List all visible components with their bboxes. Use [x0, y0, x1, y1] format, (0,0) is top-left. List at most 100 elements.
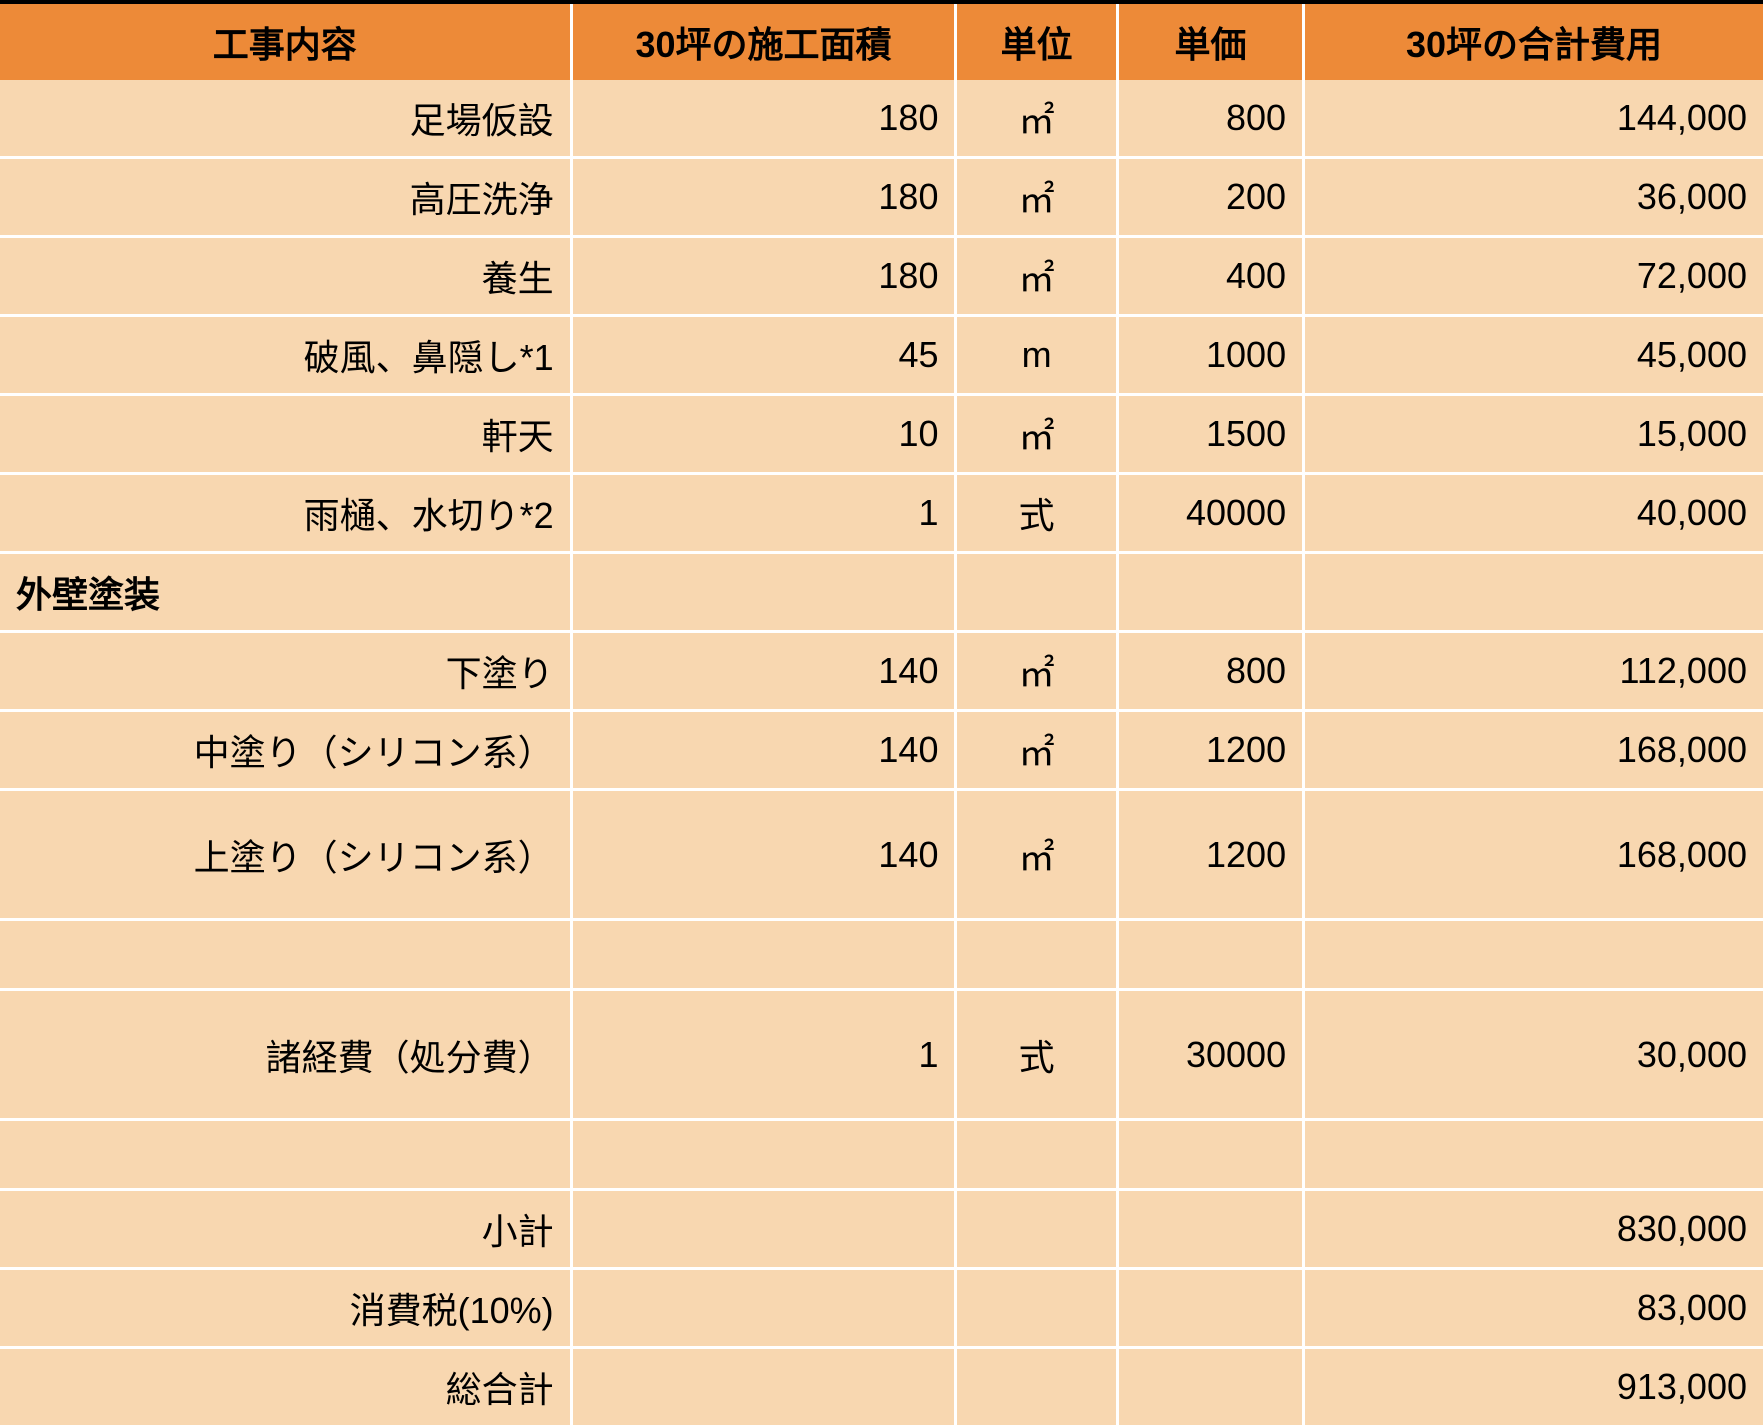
tax-value: 83,000	[1304, 1269, 1763, 1348]
cell-area: 1	[571, 990, 956, 1120]
cell-unit: ㎡	[956, 711, 1117, 790]
table-row: 諸経費（処分費） 1 式 30000 30,000	[0, 990, 1763, 1120]
cell-total: 15,000	[1304, 395, 1763, 474]
cell-price: 40000	[1117, 474, 1303, 553]
header-name: 工事内容	[0, 4, 571, 80]
table-row: 上塗り（シリコン系） 140 ㎡ 1200 168,000	[0, 790, 1763, 920]
cell-empty	[1304, 920, 1763, 990]
cell-unit: ㎡	[956, 237, 1117, 316]
cell-empty	[1304, 553, 1763, 632]
grand-label: 総合計	[0, 1348, 571, 1425]
cell-price: 1200	[1117, 711, 1303, 790]
cell-name: 雨樋、水切り*2	[0, 474, 571, 553]
grand-value: 913,000	[1304, 1348, 1763, 1425]
cell-name: 高圧洗浄	[0, 158, 571, 237]
cell-total: 45,000	[1304, 316, 1763, 395]
table-row: 破風、鼻隠し*1 45 m 1000 45,000	[0, 316, 1763, 395]
tax-label: 消費税(10%)	[0, 1269, 571, 1348]
table-row: 中塗り（シリコン系） 140 ㎡ 1200 168,000	[0, 711, 1763, 790]
cell-empty	[571, 553, 956, 632]
cell-total: 112,000	[1304, 632, 1763, 711]
cell-total: 168,000	[1304, 790, 1763, 920]
cell-empty	[1117, 1190, 1303, 1269]
cell-empty	[571, 1348, 956, 1425]
cell-empty	[956, 920, 1117, 990]
cell-empty	[0, 920, 571, 990]
cell-unit: m	[956, 316, 1117, 395]
header-unit: 単位	[956, 4, 1117, 80]
cell-price: 1500	[1117, 395, 1303, 474]
cell-total: 36,000	[1304, 158, 1763, 237]
cell-total: 168,000	[1304, 711, 1763, 790]
cell-unit: 式	[956, 474, 1117, 553]
section-label: 外壁塗装	[0, 553, 571, 632]
cell-name: 養生	[0, 237, 571, 316]
table-row: 養生 180 ㎡ 400 72,000	[0, 237, 1763, 316]
cell-total: 144,000	[1304, 80, 1763, 158]
cell-empty	[0, 1120, 571, 1190]
table-row: 雨樋、水切り*2 1 式 40000 40,000	[0, 474, 1763, 553]
header-area: 30坪の施工面積	[571, 4, 956, 80]
section-row: 外壁塗装	[0, 553, 1763, 632]
cell-price: 200	[1117, 158, 1303, 237]
cell-price: 1000	[1117, 316, 1303, 395]
cell-total: 72,000	[1304, 237, 1763, 316]
cell-empty	[1304, 1120, 1763, 1190]
cell-empty	[571, 1269, 956, 1348]
cell-area: 140	[571, 790, 956, 920]
cell-empty	[956, 1190, 1117, 1269]
cell-empty	[956, 1120, 1117, 1190]
tax-row: 消費税(10%) 83,000	[0, 1269, 1763, 1348]
cell-empty	[571, 920, 956, 990]
cell-unit: ㎡	[956, 395, 1117, 474]
cell-empty	[1117, 1269, 1303, 1348]
cell-unit: ㎡	[956, 158, 1117, 237]
cell-area: 140	[571, 711, 956, 790]
cell-empty	[1117, 1348, 1303, 1425]
cell-area: 180	[571, 158, 956, 237]
cost-table-container: 工事内容 30坪の施工面積 単位 単価 30坪の合計費用 足場仮設 180 ㎡ …	[0, 0, 1763, 1425]
cell-price: 800	[1117, 80, 1303, 158]
cell-name: 上塗り（シリコン系）	[0, 790, 571, 920]
table-row: 下塗り 140 ㎡ 800 112,000	[0, 632, 1763, 711]
blank-row	[0, 920, 1763, 990]
cell-area: 180	[571, 237, 956, 316]
cell-name: 下塗り	[0, 632, 571, 711]
cell-area: 10	[571, 395, 956, 474]
subtotal-row: 小計 830,000	[0, 1190, 1763, 1269]
cell-empty	[956, 1269, 1117, 1348]
cell-total: 40,000	[1304, 474, 1763, 553]
cell-area: 1	[571, 474, 956, 553]
table-row: 足場仮設 180 ㎡ 800 144,000	[0, 80, 1763, 158]
cell-total: 30,000	[1304, 990, 1763, 1120]
cell-unit: ㎡	[956, 632, 1117, 711]
header-price: 単価	[1117, 4, 1303, 80]
cell-area: 45	[571, 316, 956, 395]
cell-empty	[1117, 553, 1303, 632]
cell-empty	[571, 1120, 956, 1190]
cell-price: 800	[1117, 632, 1303, 711]
cell-name: 破風、鼻隠し*1	[0, 316, 571, 395]
cell-area: 180	[571, 80, 956, 158]
cell-name: 軒天	[0, 395, 571, 474]
blank-row	[0, 1120, 1763, 1190]
cell-unit: ㎡	[956, 80, 1117, 158]
table-row: 軒天 10 ㎡ 1500 15,000	[0, 395, 1763, 474]
cell-empty	[956, 553, 1117, 632]
cost-table: 工事内容 30坪の施工面積 単位 単価 30坪の合計費用 足場仮設 180 ㎡ …	[0, 4, 1763, 1425]
cell-empty	[956, 1348, 1117, 1425]
cell-area: 140	[571, 632, 956, 711]
subtotal-label: 小計	[0, 1190, 571, 1269]
cell-name: 中塗り（シリコン系）	[0, 711, 571, 790]
cell-unit: 式	[956, 990, 1117, 1120]
table-row: 高圧洗浄 180 ㎡ 200 36,000	[0, 158, 1763, 237]
subtotal-value: 830,000	[1304, 1190, 1763, 1269]
cell-empty	[1117, 920, 1303, 990]
cell-price: 400	[1117, 237, 1303, 316]
header-total: 30坪の合計費用	[1304, 4, 1763, 80]
cell-empty	[571, 1190, 956, 1269]
header-row: 工事内容 30坪の施工面積 単位 単価 30坪の合計費用	[0, 4, 1763, 80]
cell-price: 1200	[1117, 790, 1303, 920]
cell-price: 30000	[1117, 990, 1303, 1120]
cell-name: 足場仮設	[0, 80, 571, 158]
